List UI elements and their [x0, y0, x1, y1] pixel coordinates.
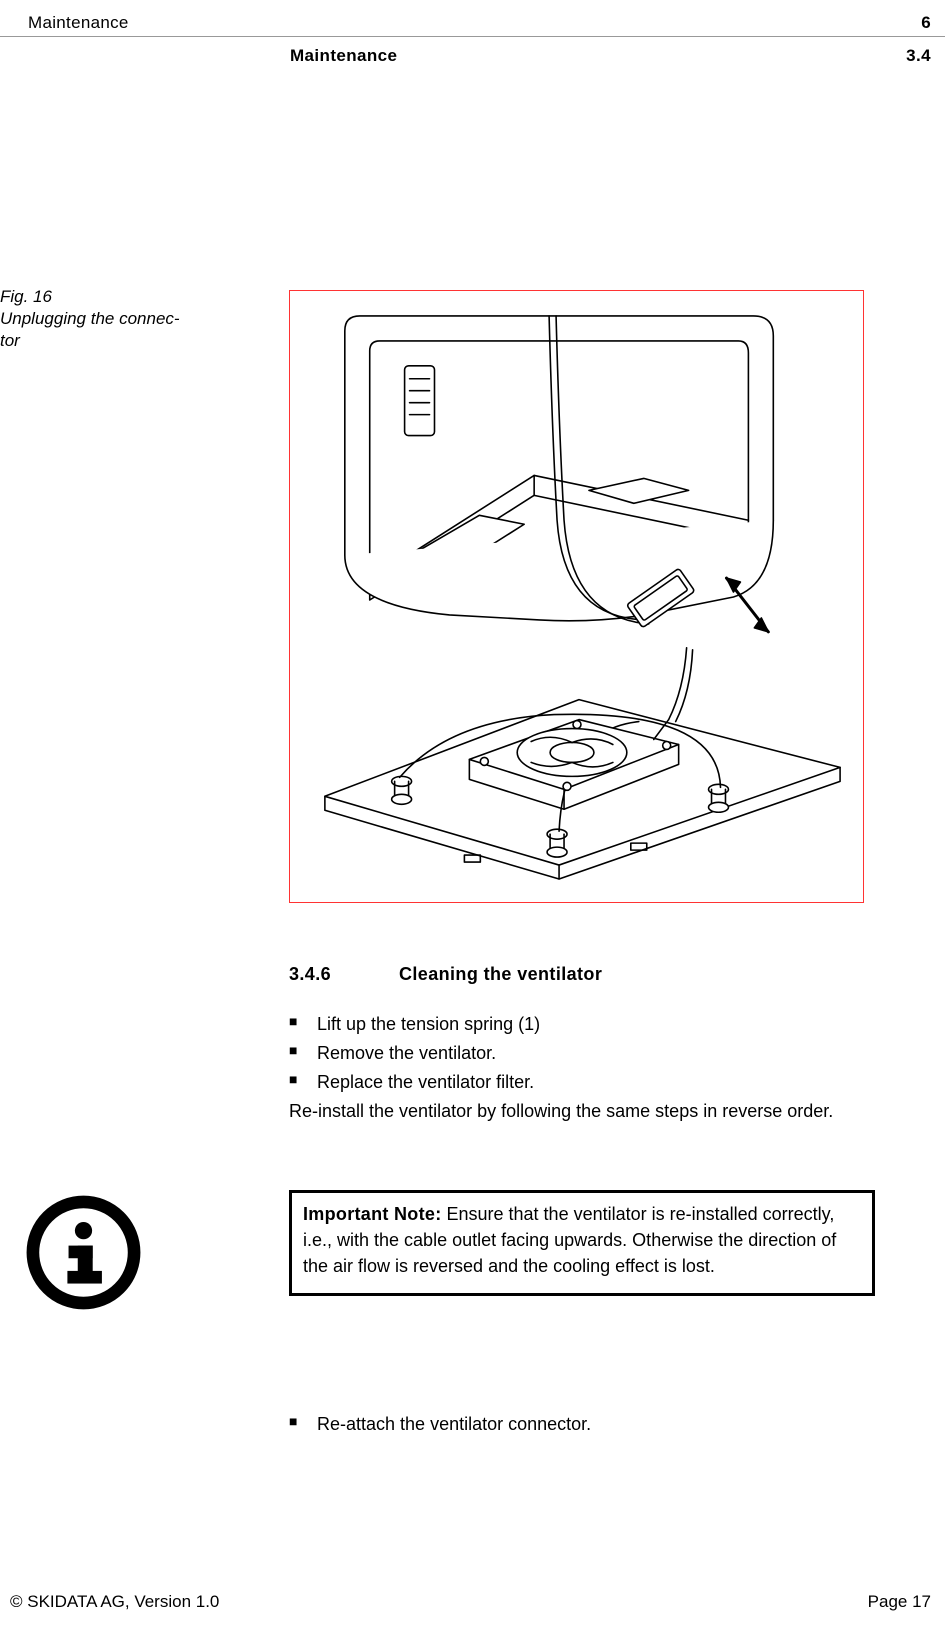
note-label: Important Note: — [303, 1204, 442, 1224]
list-item: ■ Re-attach the ventilator connector. — [289, 1411, 879, 1437]
steps-after-text: Re-install the ventilator by following t… — [289, 1098, 879, 1124]
connector-diagram-icon — [290, 291, 863, 902]
step-text: Replace the ventilator filter. — [317, 1069, 534, 1095]
step-text: Lift up the tension spring (1) — [317, 1011, 540, 1037]
bullet-icon: ■ — [289, 1011, 317, 1037]
header-sub: Maintenance 3.4 — [290, 46, 931, 66]
steps-list: ■ Lift up the tension spring (1) ■ Remov… — [289, 1011, 879, 1124]
section-number: 3.4.6 — [289, 964, 399, 985]
header-sub-left: Maintenance — [290, 46, 397, 66]
list-item: ■ Replace the ventilator filter. — [289, 1069, 879, 1095]
figure-frame — [289, 290, 864, 903]
header-top-left: Maintenance — [28, 13, 129, 33]
header-sub-right: 3.4 — [906, 46, 931, 66]
bullet-icon: ■ — [289, 1040, 317, 1066]
note-row: Important Note: Ensure that the ventilat… — [0, 1190, 875, 1310]
info-icon — [26, 1195, 141, 1310]
section-title: Cleaning the ventilator — [399, 964, 602, 985]
step-text: Remove the ventilator. — [317, 1040, 496, 1066]
list-item: ■ Remove the ventilator. — [289, 1040, 879, 1066]
footer-left: © SKIDATA AG, Version 1.0 — [10, 1592, 219, 1612]
list-item: ■ Lift up the tension spring (1) — [289, 1011, 879, 1037]
figure-caption-line1: Fig. 16 — [0, 286, 230, 308]
step-text: Re-attach the ventilator connector. — [317, 1411, 591, 1437]
note-box: Important Note: Ensure that the ventilat… — [289, 1190, 875, 1296]
header-chapter-num: 6 — [921, 13, 931, 33]
footer-right: Page 17 — [868, 1592, 931, 1612]
header-top: Maintenance 6 — [28, 13, 931, 33]
bullet-icon: ■ — [289, 1411, 317, 1437]
figure-caption-line2: Unplugging the connec- — [0, 308, 230, 330]
section-heading: 3.4.6 Cleaning the ventilator — [289, 964, 602, 985]
figure-caption-line3: tor — [0, 330, 230, 352]
footer: © SKIDATA AG, Version 1.0 Page 17 — [10, 1592, 931, 1612]
figure-caption: Fig. 16 Unplugging the connec- tor — [0, 286, 230, 351]
header-rule — [0, 36, 945, 37]
steps-list-2: ■ Re-attach the ventilator connector. — [289, 1411, 879, 1440]
bullet-icon: ■ — [289, 1069, 317, 1095]
